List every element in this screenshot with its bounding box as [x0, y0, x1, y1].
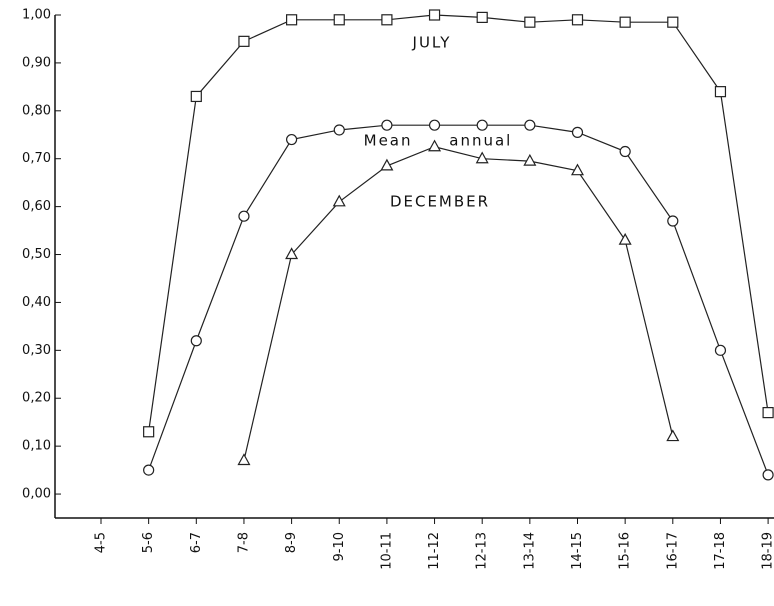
marker [666, 429, 680, 442]
y-tick-label: 0,70 [22, 151, 51, 166]
y-tick-label: 0,00 [22, 487, 51, 502]
marker [523, 153, 537, 166]
y-tick-label: 0,40 [22, 295, 51, 310]
marker [524, 16, 536, 28]
x-tick-label: 10-11 [379, 532, 394, 570]
series-label: JULY [412, 34, 452, 52]
x-tick-label: 8-9 [284, 532, 299, 553]
marker [619, 16, 631, 28]
marker [380, 158, 394, 171]
marker [618, 232, 632, 245]
marker [238, 35, 250, 47]
y-tick-label: 0,80 [22, 103, 51, 118]
marker [333, 14, 345, 26]
marker [476, 11, 488, 23]
x-tick-label: 11-12 [427, 532, 442, 570]
marker [428, 139, 442, 152]
x-tick-label: 17-18 [713, 532, 728, 570]
marker [285, 247, 299, 260]
x-tick-label: 7-8 [236, 532, 251, 553]
series-line [148, 124, 769, 476]
x-tick-label: 15-16 [618, 532, 633, 570]
marker [143, 426, 155, 438]
marker [619, 145, 631, 158]
x-tick-label: 14-15 [570, 532, 585, 570]
marker [238, 210, 250, 222]
x-tick-label: 5-6 [141, 532, 156, 553]
marker [428, 9, 441, 21]
marker [428, 119, 441, 131]
marker [762, 469, 774, 481]
marker [381, 14, 393, 26]
marker [333, 124, 345, 136]
marker [381, 119, 393, 131]
series-label: Mean annual [364, 132, 513, 150]
marker [332, 194, 346, 207]
series-label: DECEMBER [390, 193, 490, 211]
marker [667, 215, 679, 227]
y-tick-label: 0,10 [22, 439, 51, 454]
marker [571, 126, 584, 138]
y-tick-label: 0,20 [22, 391, 51, 406]
x-tick-label: 12-13 [475, 532, 490, 570]
x-tick-label: 9-10 [332, 532, 347, 562]
x-tick-label: 4-5 [94, 532, 109, 553]
y-tick-label: 1,00 [22, 8, 51, 23]
marker [570, 163, 585, 176]
marker [667, 16, 679, 28]
marker [714, 86, 727, 98]
marker [143, 464, 155, 476]
marker [475, 151, 489, 164]
y-tick-label: 0,90 [22, 55, 51, 70]
x-tick-label: 16-17 [665, 532, 680, 570]
marker [476, 119, 488, 131]
marker [237, 453, 251, 466]
x-tick-label: 6-7 [189, 532, 204, 553]
marker [286, 133, 298, 146]
series-line [243, 146, 674, 461]
y-tick-label: 0,50 [22, 247, 51, 262]
marker [714, 344, 727, 356]
x-tick-label: 13-14 [522, 532, 537, 570]
marker [571, 14, 584, 26]
marker [190, 335, 202, 347]
x-tick-label: 18-19 [761, 532, 774, 570]
marker [524, 119, 536, 131]
marker [762, 407, 774, 419]
y-tick-label: 0,60 [22, 199, 51, 214]
y-tick-label: 0,30 [22, 343, 51, 358]
marker [190, 90, 202, 103]
series-line [148, 14, 769, 432]
marker [286, 14, 298, 26]
